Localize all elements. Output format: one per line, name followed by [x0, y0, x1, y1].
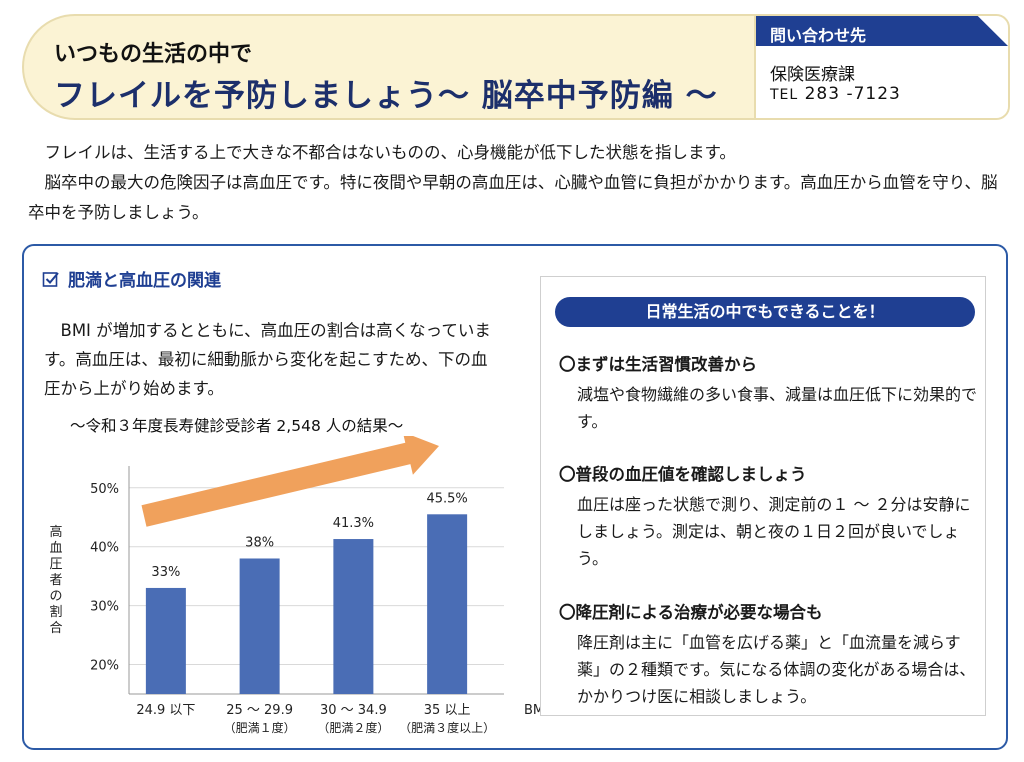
- intro-paragraph-2: 脳卒中の最大の危険因子は高血圧です。特に夜間や早朝の高血圧は、心臓や血管に負担が…: [28, 173, 998, 222]
- y-axis-label-char: の: [49, 589, 62, 604]
- section-title-text: 肥満と高血圧の関連: [68, 271, 221, 291]
- contact-label: 問い合わせ先: [756, 16, 1008, 46]
- bar: [427, 514, 468, 694]
- trend-arrow: [141, 432, 439, 527]
- y-tick-label: 20%: [90, 659, 119, 674]
- data-label: 45.5%: [426, 491, 467, 506]
- tip-blood-pressure-check: 〇普段の血圧値を確認しましょう 血圧は座った状態で測り、測定前の１ ～ ２分は安…: [559, 461, 979, 572]
- tip-body: 降圧剤は主に「血管を広げる薬」と「血流量を減らす薬」の２種類です。気になる体調の…: [577, 633, 976, 706]
- section-description: BMI が増加するとともに、高血圧の割合は高くなっています。高血圧は、最初に細動…: [44, 316, 504, 403]
- y-tick-label: 30%: [90, 600, 119, 615]
- header-banner: いつもの生活の中で フレイルを予防しましょう～ 脳卒中予防編 ～ 問い合わせ先 …: [22, 14, 1010, 120]
- x-tick-label: 30 ～ 34.9: [320, 703, 387, 718]
- intro-paragraph-1: フレイルは、生活する上で大きな不都合はないものの、心身機能が低下した状態を指しま…: [44, 143, 736, 162]
- section-paragraph: BMI が増加するとともに、高血圧の割合は高くなっています。高血圧は、最初に細動…: [44, 321, 491, 398]
- data-label: 33%: [151, 565, 180, 580]
- checkbox-icon: [42, 271, 59, 287]
- y-tick-label: 50%: [90, 482, 119, 497]
- y-axis-label-char: 圧: [49, 557, 62, 572]
- intro-text: フレイルは、生活する上で大きな不都合はないものの、心身機能が低下した状態を指しま…: [28, 138, 1008, 228]
- header-subtitle: いつもの生活の中で: [54, 42, 253, 67]
- survey-caption: ～令和３年度長寿健診受診者 2,548 人の結果～: [70, 417, 404, 435]
- bar: [239, 558, 280, 694]
- tips-panel: 日常生活の中でもできることを！ 〇まずは生活習慣改善から 減塩や食物繊維の多い食…: [540, 276, 986, 716]
- tip-lifestyle: 〇まずは生活習慣改善から 減塩や食物繊維の多い食事、減量は血圧低下に効果的です。: [559, 351, 979, 435]
- y-axis-label-char: 割: [49, 604, 62, 620]
- y-axis-label-char: 合: [49, 621, 62, 636]
- y-axis-label-char: 血: [49, 541, 62, 556]
- bar: [333, 539, 374, 694]
- tel-label: TEL: [770, 87, 799, 103]
- y-axis-label-char: 高: [49, 524, 62, 540]
- x-tick-label: 25 ～ 29.9: [226, 703, 293, 718]
- data-label: 38%: [245, 535, 274, 550]
- data-label: 41.3%: [333, 516, 374, 531]
- x-tick-label: 35 以上: [424, 703, 471, 718]
- tip-medication: 〇降圧剤による治療が必要な場合も 降圧剤は主に「血管を広げる薬」と「血流量を減ら…: [559, 599, 979, 710]
- tel-number: 283 -7123: [804, 84, 901, 104]
- section-title: 肥満と高血圧の関連: [42, 266, 221, 291]
- y-tick-label: 40%: [90, 541, 119, 556]
- bar: [145, 587, 186, 694]
- y-axis-label-char: 者: [49, 573, 62, 588]
- contact-tel: TEL 283 -7123: [770, 84, 901, 104]
- contact-department: 保険医療課: [770, 65, 855, 85]
- tip-body: 血圧は座った状態で測り、測定前の１ ～ ２分は安静にしましょう。測定は、朝と夜の…: [577, 495, 971, 568]
- x-tick-sublabel: （肥満２度）: [317, 720, 389, 735]
- tip-title: 〇普段の血圧値を確認しましょう: [559, 465, 807, 484]
- tip-title: 〇降圧剤による治療が必要な場合も: [559, 603, 823, 622]
- main-content-box: 肥満と高血圧の関連 BMI が増加するとともに、高血圧の割合は高くなっています。…: [22, 244, 1008, 750]
- bmi-hypertension-chart: 20% 30% 40% 50% 高血圧者の割合 33% 24.9 以下 38% 25 ～ 29.…: [34, 432, 554, 746]
- tips-panel-heading: 日常生活の中でもできることを！: [555, 297, 975, 327]
- tip-title: 〇まずは生活習慣改善から: [559, 355, 757, 374]
- x-tick-sublabel: （肥満３度以上）: [399, 720, 495, 735]
- x-tick-sublabel: （肥満１度）: [224, 720, 296, 735]
- x-tick-label: 24.9 以下: [136, 703, 195, 718]
- page-title: フレイルを予防しましょう～ 脳卒中予防編 ～: [54, 78, 718, 114]
- contact-box: 問い合わせ先 保険医療課 TEL 283 -7123: [754, 16, 1008, 118]
- tip-body: 減塩や食物繊維の多い食事、減量は血圧低下に効果的です。: [577, 385, 978, 431]
